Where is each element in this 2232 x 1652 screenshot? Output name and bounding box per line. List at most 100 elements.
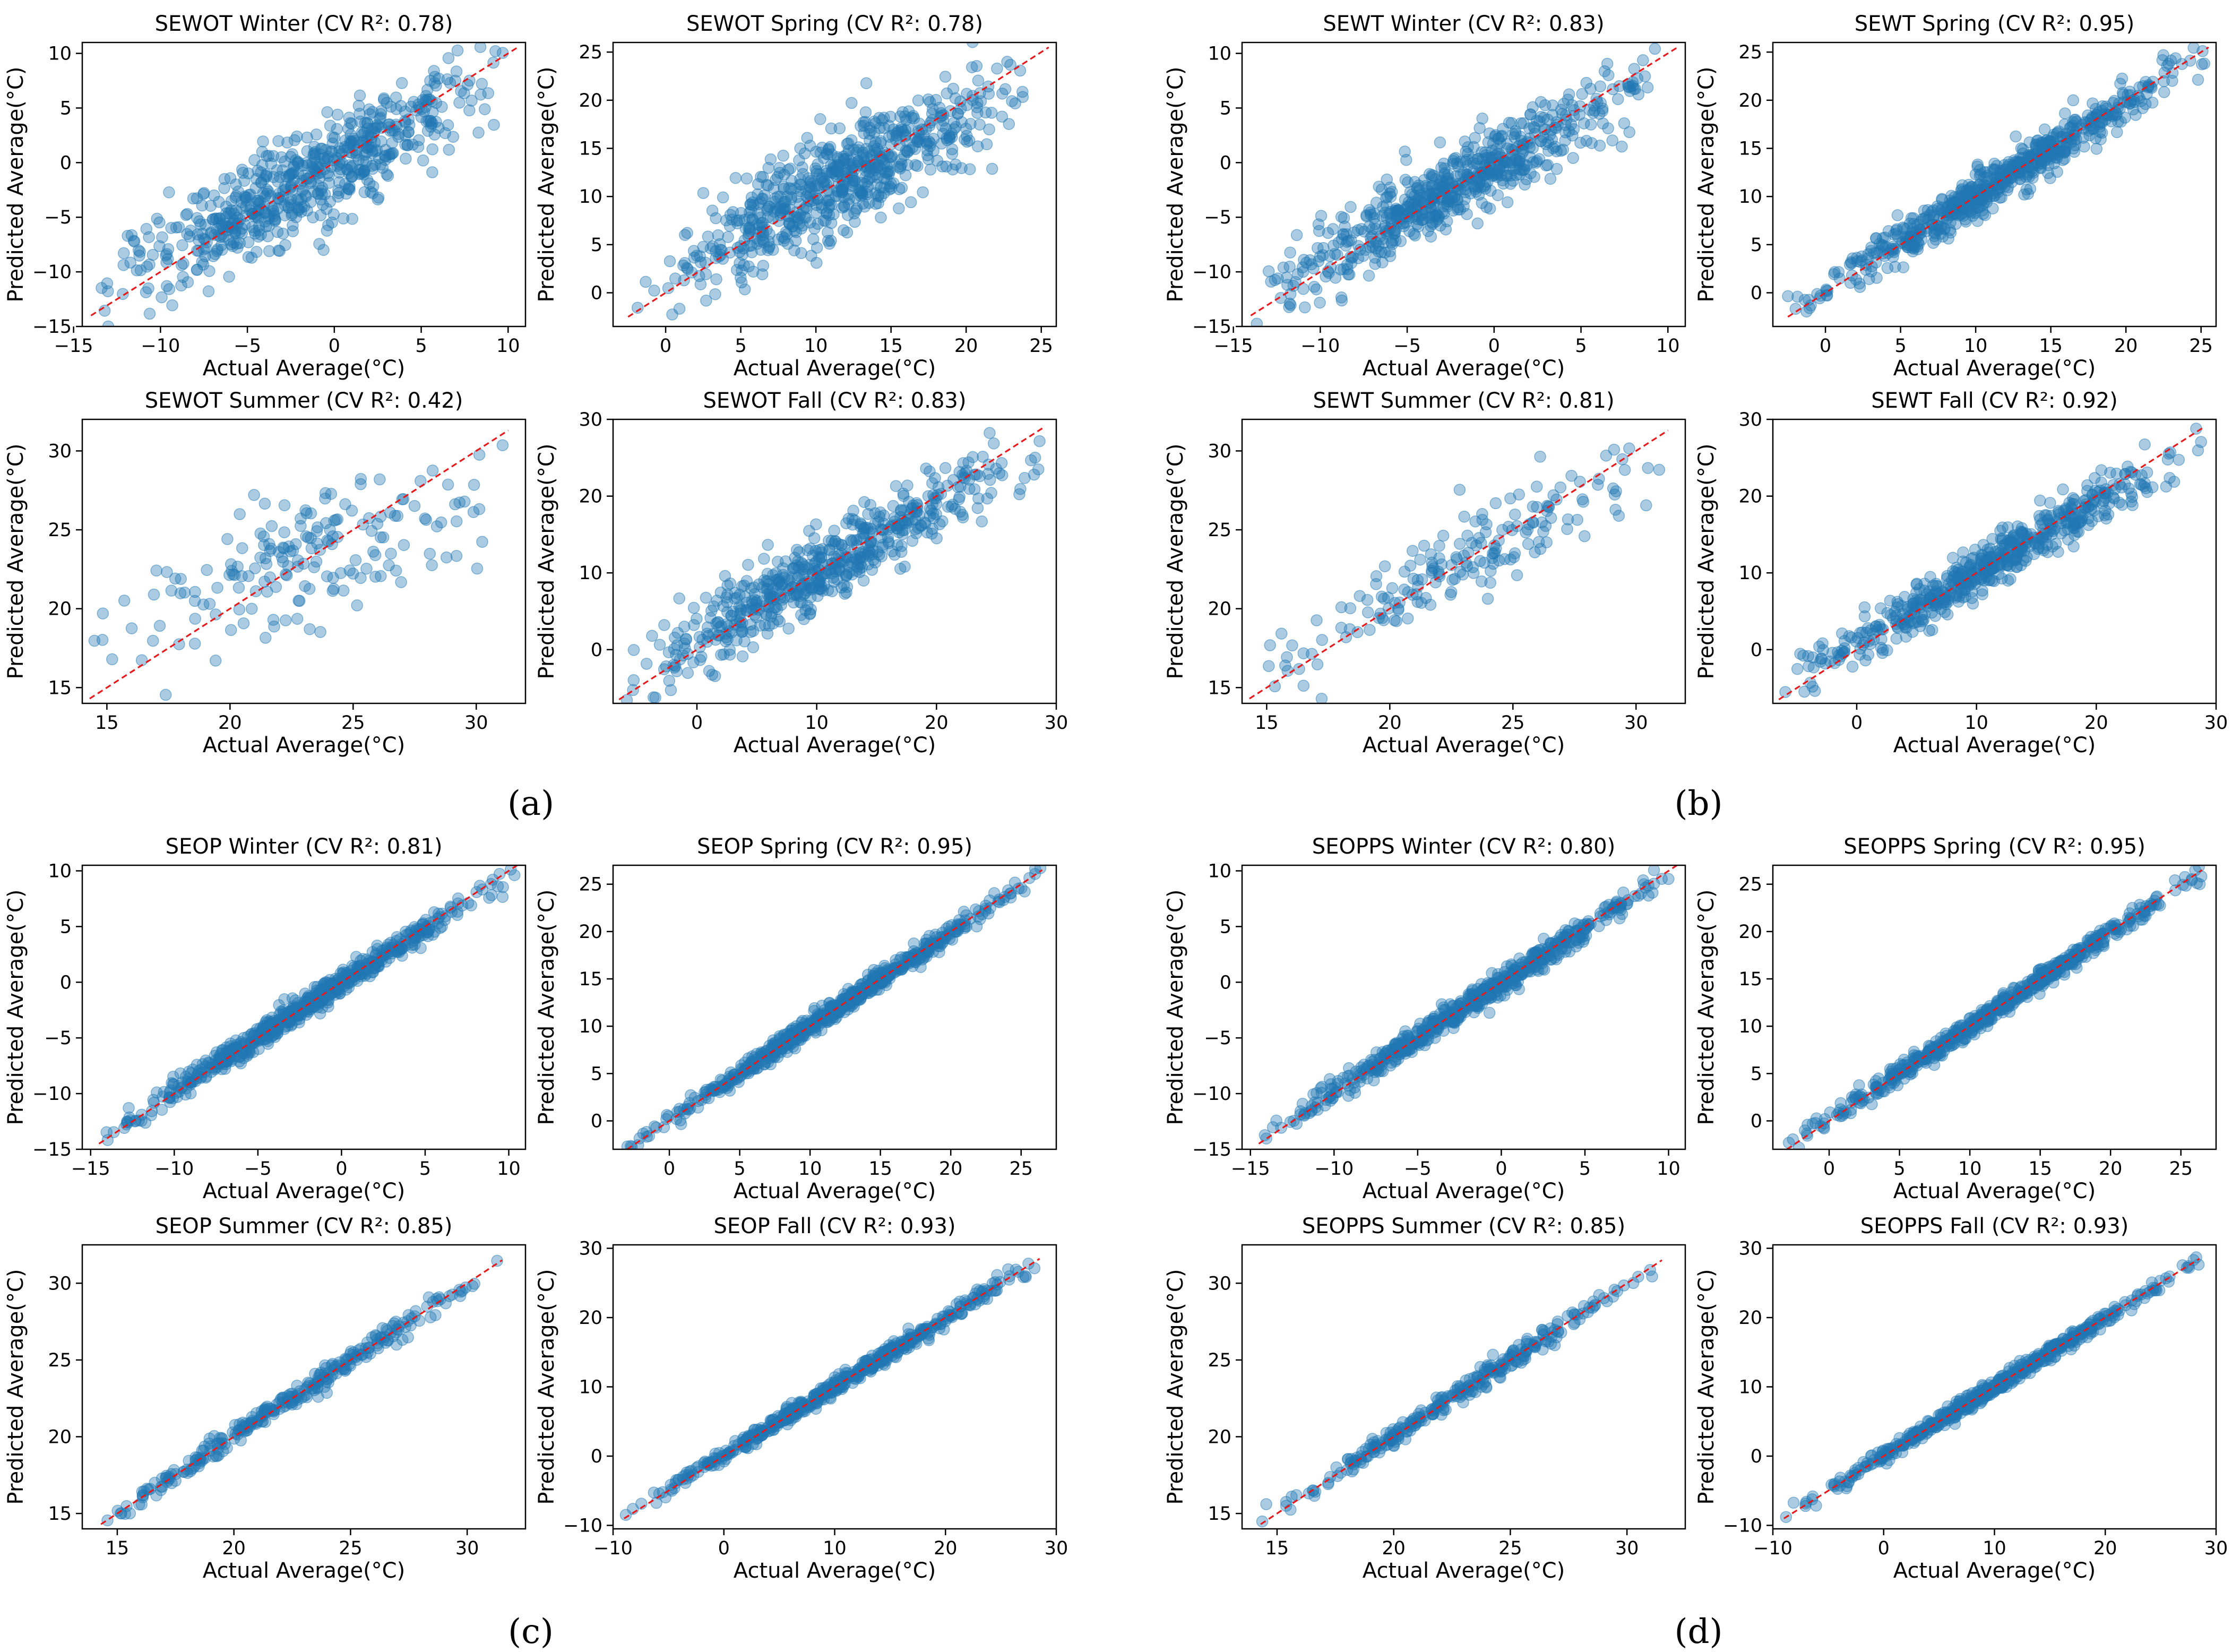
y-tick-label: 25 xyxy=(48,520,72,541)
data-point xyxy=(874,506,886,519)
data-point xyxy=(1461,208,1473,220)
data-point xyxy=(804,140,816,152)
data-point xyxy=(1501,196,1514,209)
data-point xyxy=(1453,484,1466,496)
data-point xyxy=(1444,589,1457,601)
data-point xyxy=(1889,261,1901,273)
y-tick-label: 15 xyxy=(48,677,72,699)
data-point xyxy=(752,178,764,191)
data-point xyxy=(1404,560,1417,572)
y-tick-label: 5 xyxy=(591,235,602,256)
data-point xyxy=(1458,511,1470,523)
data-point xyxy=(849,192,862,204)
data-point xyxy=(678,621,691,633)
data-point xyxy=(722,231,734,243)
data-point xyxy=(468,479,480,491)
data-point xyxy=(354,108,366,120)
x-axis-label: Actual Average(°C) xyxy=(1893,733,2096,758)
data-point xyxy=(345,136,358,148)
data-point xyxy=(955,162,968,174)
data-point xyxy=(1003,118,1015,130)
data-point xyxy=(1310,283,1323,296)
data-point xyxy=(178,586,191,599)
data-point xyxy=(314,626,326,638)
data-point xyxy=(233,603,246,616)
data-point xyxy=(932,481,945,494)
data-point xyxy=(265,157,278,170)
data-point xyxy=(946,143,959,156)
data-point xyxy=(285,193,297,206)
data-point xyxy=(140,223,153,235)
x-tick-label: −15 xyxy=(1214,335,1253,357)
data-point xyxy=(694,654,706,666)
data-point xyxy=(746,196,759,209)
data-point xyxy=(271,226,284,238)
data-point xyxy=(1598,65,1611,78)
data-point xyxy=(1641,81,1654,94)
data-point xyxy=(1540,536,1553,548)
data-point xyxy=(875,211,887,224)
data-point xyxy=(305,542,318,555)
data-point xyxy=(1019,472,1031,484)
data-point xyxy=(317,244,330,256)
data-point xyxy=(865,124,877,137)
x-tick-label: 10 xyxy=(1964,712,1988,734)
y-axis-label: Predicted Average(°C) xyxy=(4,890,28,1125)
data-point xyxy=(307,211,319,223)
data-point xyxy=(678,637,691,650)
data-point xyxy=(488,118,500,131)
data-point xyxy=(773,576,785,588)
x-tick-label: 20 xyxy=(954,335,978,357)
y-tick-label: 25 xyxy=(1738,42,1762,63)
y-tick-label: 0 xyxy=(60,152,72,174)
data-point xyxy=(662,282,675,295)
data-point xyxy=(1369,223,1382,235)
data-point xyxy=(930,508,942,520)
data-point xyxy=(1437,529,1450,542)
data-point xyxy=(1251,317,1263,326)
data-point xyxy=(325,161,338,173)
data-point xyxy=(2066,119,2079,132)
x-tick-label: 10 xyxy=(805,712,829,734)
data-point xyxy=(1014,64,1027,77)
data-point xyxy=(757,229,770,242)
data-point xyxy=(278,993,290,1005)
data-point xyxy=(239,210,252,222)
data-point xyxy=(846,97,858,109)
data-point xyxy=(367,966,380,978)
data-point xyxy=(2090,143,2103,155)
data-point xyxy=(385,547,397,560)
data-point xyxy=(904,196,917,209)
data-point xyxy=(1926,624,1938,636)
data-point xyxy=(966,61,978,73)
data-point xyxy=(399,130,411,142)
data-point xyxy=(1938,223,1951,235)
data-point xyxy=(1453,538,1466,550)
data-point xyxy=(1454,156,1467,168)
data-point xyxy=(1964,205,1977,218)
data-point xyxy=(191,263,203,276)
data-point xyxy=(1406,196,1418,209)
data-point xyxy=(441,73,453,85)
data-point xyxy=(742,558,754,571)
data-point xyxy=(331,513,343,526)
data-point xyxy=(1312,218,1325,230)
data-point xyxy=(314,167,326,179)
data-point xyxy=(305,507,317,520)
data-point xyxy=(2092,510,2105,522)
data-point xyxy=(291,613,304,625)
data-point xyxy=(1986,533,1998,545)
y-tick-label: 10 xyxy=(579,186,602,208)
data-point xyxy=(714,248,727,261)
data-point xyxy=(757,260,770,272)
data-point xyxy=(328,208,340,220)
data-point xyxy=(1637,54,1649,66)
data-point xyxy=(1342,268,1355,281)
panel-title: SEOP Spring (CV R²: 0.95) xyxy=(697,834,972,859)
data-point xyxy=(1583,104,1596,116)
data-point xyxy=(762,162,774,174)
data-point xyxy=(209,655,222,667)
data-point xyxy=(455,85,467,97)
data-point xyxy=(278,526,290,538)
data-point xyxy=(102,320,115,326)
